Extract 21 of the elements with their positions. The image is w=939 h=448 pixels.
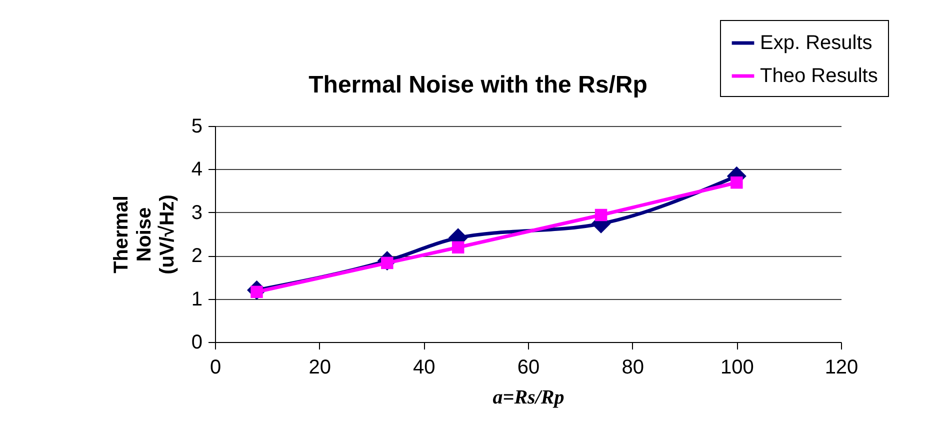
y-tick-label: 4 [191, 158, 202, 181]
y-axis-title: Thermal Noise (uV/√Hz) [110, 194, 178, 274]
legend-label: Exp. Results [760, 32, 872, 54]
y-tick-label: 2 [191, 245, 202, 268]
x-tick-label: 100 [720, 356, 754, 378]
y-tick-label: 3 [191, 202, 202, 224]
x-tick-label: 20 [308, 356, 331, 378]
y-tick-label: 0 [191, 332, 202, 354]
x-axis-title: a=Rs/Rp [492, 386, 564, 408]
y-tick-label: 1 [191, 288, 202, 310]
point [594, 208, 608, 222]
x-tick-label: 80 [622, 356, 644, 378]
y-tick-label: 5 [191, 116, 202, 138]
point [730, 176, 743, 189]
point [452, 241, 464, 254]
x-tick-label: 40 [413, 356, 436, 378]
legend-label: Theo Results [760, 65, 878, 87]
chart-title: Thermal Noise with the Rs/Rp [308, 72, 648, 98]
x-tick-label: 0 [210, 356, 222, 378]
x-tick-label: 120 [824, 356, 858, 378]
x-tick-label: 60 [517, 356, 540, 378]
